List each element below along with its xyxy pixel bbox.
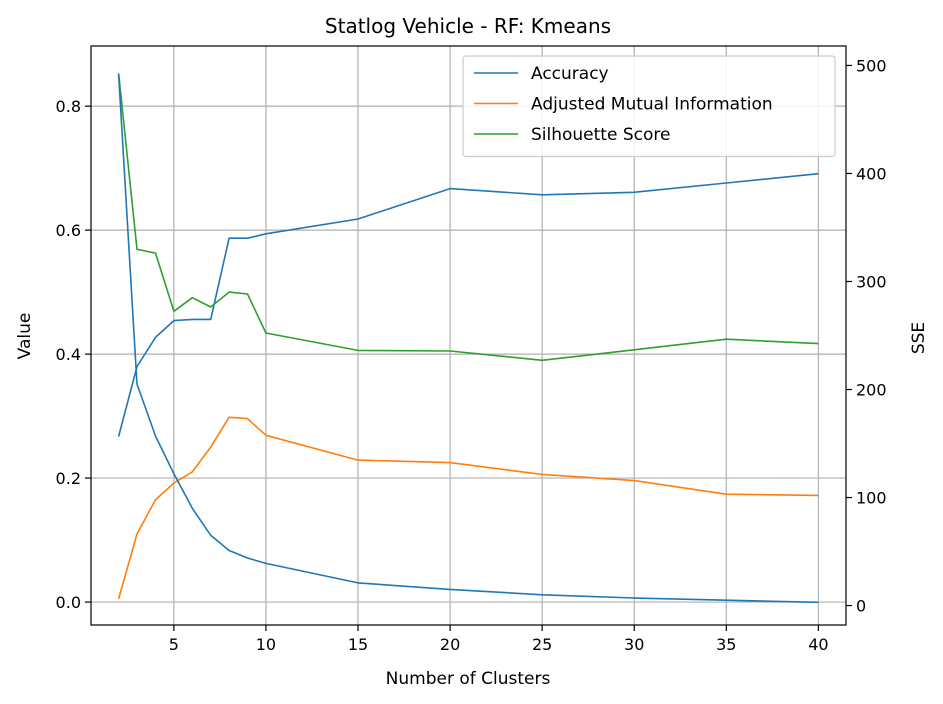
y-axis-label: Value bbox=[15, 313, 35, 360]
legend-box bbox=[462, 55, 836, 158]
y-axis-ticks: 0.0 0.2 0.4 0.6 0.8 bbox=[56, 97, 91, 612]
y-tick-label: 0.8 bbox=[56, 97, 81, 116]
chart-title: Statlog Vehicle - RF: Kmeans bbox=[325, 14, 611, 38]
y2-tick-label: 0 bbox=[856, 597, 866, 616]
series-line-adjusted-mutual-information bbox=[117, 416, 819, 600]
x-tick-label: 20 bbox=[440, 635, 460, 654]
x-axis-ticks: 5 10 15 20 25 30 35 40 bbox=[169, 625, 829, 654]
x-axis-label: Number of Clusters bbox=[386, 669, 551, 689]
y2-tick-label: 300 bbox=[856, 272, 887, 291]
series-line-accuracy bbox=[117, 172, 819, 437]
series-line-silhouette-score bbox=[117, 73, 819, 362]
y2-axis-ticks: 0 100 200 300 400 500 bbox=[846, 56, 887, 616]
y2-tick-label: 400 bbox=[856, 164, 887, 183]
series-layer bbox=[117, 73, 819, 604]
y2-tick-label: 200 bbox=[856, 381, 887, 400]
x-tick-label: 15 bbox=[348, 635, 368, 654]
y2-axis-label: SSE bbox=[909, 322, 929, 354]
y-tick-label: 0.2 bbox=[56, 469, 81, 488]
legend-label-silhouette-score: Silhouette Score bbox=[531, 125, 670, 145]
y2-tick-label: 100 bbox=[856, 489, 887, 508]
x-tick-label: 25 bbox=[532, 635, 552, 654]
legend-label-adjusted-mutual-information: Adjusted Mutual Information bbox=[531, 95, 773, 115]
y-tick-label: 0.4 bbox=[56, 345, 81, 364]
legend-label-accuracy: Accuracy bbox=[531, 64, 609, 84]
x-tick-label: 35 bbox=[716, 635, 736, 654]
plot-frame bbox=[90, 45, 847, 626]
x-tick-label: 5 bbox=[169, 635, 179, 654]
x-tick-label: 30 bbox=[624, 635, 644, 654]
y-tick-label: 0.0 bbox=[56, 593, 81, 612]
y2-tick-label: 500 bbox=[856, 56, 887, 75]
x-tick-label: 40 bbox=[808, 635, 828, 654]
legend: Accuracy Adjusted Mutual Information Silho… bbox=[462, 55, 836, 158]
x-tick-label: 10 bbox=[256, 635, 276, 654]
series-line-sse bbox=[117, 74, 819, 604]
y-tick-label: 0.6 bbox=[56, 221, 81, 240]
